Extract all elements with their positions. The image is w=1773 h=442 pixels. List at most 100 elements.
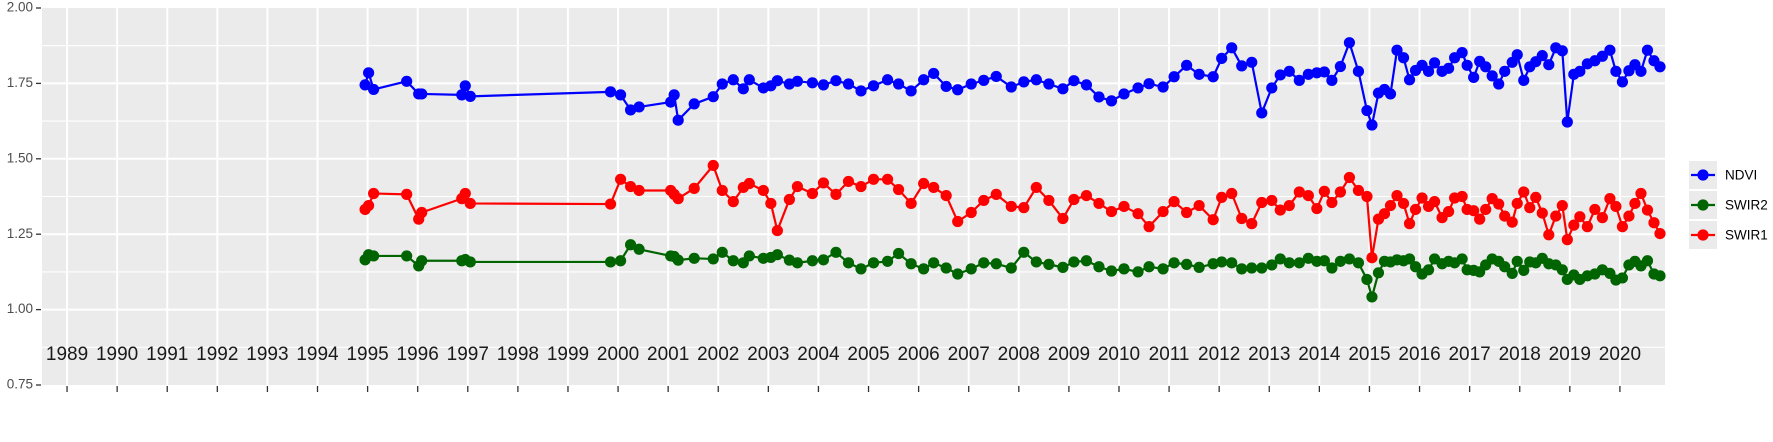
x-tick-label: 1992 (196, 344, 238, 365)
data-point (1610, 200, 1622, 213)
x-tick-label: 2002 (697, 344, 739, 365)
data-point (1443, 205, 1455, 218)
data-point (716, 246, 728, 258)
data-point (1361, 104, 1373, 117)
data-point (1443, 62, 1455, 74)
y-axis-labels: 2.00 1.75 1.50 1.25 1.00 0.75 (7, 0, 41, 392)
data-point (1274, 69, 1286, 81)
data-point (806, 77, 819, 89)
x-tick-label: 2012 (1198, 344, 1240, 365)
data-point (604, 198, 617, 210)
data-point (1105, 95, 1118, 107)
x-tick-label: 1998 (497, 344, 539, 365)
data-point (817, 79, 830, 91)
data-point (459, 80, 471, 92)
data-point (1132, 82, 1144, 94)
data-point (1311, 202, 1323, 215)
data-point (842, 175, 855, 188)
x-tick-label: 1993 (246, 344, 288, 365)
data-point (1318, 66, 1330, 78)
data-point (855, 180, 867, 193)
data-point (1266, 82, 1278, 94)
data-point (743, 250, 755, 262)
x-tick-label: 2001 (647, 344, 689, 365)
data-point (672, 254, 684, 266)
x-tick-label: 2014 (1298, 344, 1341, 365)
data-point (727, 196, 739, 208)
data-point (1302, 68, 1314, 80)
data-point (1343, 37, 1356, 49)
x-tick-label: 2013 (1248, 344, 1290, 365)
data-point (1246, 218, 1258, 230)
data-point (1372, 267, 1385, 279)
data-point (1493, 78, 1505, 90)
x-tick-label: 2008 (998, 344, 1040, 365)
x-tick-label: 1997 (447, 344, 489, 365)
data-point (918, 177, 930, 190)
data-point (614, 173, 627, 185)
data-point (1193, 261, 1205, 273)
data-point (855, 85, 867, 97)
data-point (416, 206, 428, 219)
data-point (1302, 252, 1314, 264)
data-point (1543, 59, 1555, 71)
data-point (737, 83, 749, 95)
data-point (892, 78, 905, 90)
data-point (1499, 210, 1511, 222)
data-point (464, 197, 476, 210)
data-point (1574, 211, 1586, 223)
data-point (1480, 61, 1492, 73)
data-point (771, 224, 783, 237)
data-point (359, 79, 371, 91)
data-point (716, 184, 728, 197)
data-point (1384, 199, 1397, 212)
data-point (1005, 81, 1017, 93)
data-point (1274, 204, 1286, 216)
data-point (1256, 107, 1268, 119)
data-point (363, 199, 375, 212)
data-point (1550, 210, 1562, 222)
legend-label[interactable]: SWIR2 (1725, 198, 1768, 213)
data-point (1005, 262, 1017, 274)
data-point (1005, 200, 1017, 213)
x-tick-label: 1994 (296, 344, 339, 365)
data-point (940, 190, 952, 202)
legend-key-marker (1697, 199, 1709, 211)
data-point (1326, 262, 1338, 274)
data-point (1274, 253, 1286, 265)
data-point (1216, 256, 1228, 268)
data-point (1318, 185, 1330, 197)
data-point (783, 193, 795, 206)
data-point (1168, 257, 1180, 269)
data-point (1216, 191, 1228, 203)
data-point (368, 83, 380, 96)
data-point (1043, 194, 1055, 207)
data-point (855, 263, 867, 275)
gridlines (42, 8, 1665, 385)
legend-label[interactable]: SWIR1 (1725, 228, 1768, 243)
data-point (707, 253, 719, 265)
data-point (1068, 256, 1080, 268)
y-tick-label: 1.50 (7, 150, 33, 165)
data-point (1506, 267, 1518, 280)
data-point (727, 74, 739, 86)
data-point (940, 80, 952, 93)
data-point (1574, 65, 1586, 77)
data-point (1403, 74, 1416, 86)
data-point (1378, 208, 1391, 220)
data-point (633, 184, 645, 197)
data-point (1080, 79, 1093, 91)
data-point (1589, 203, 1601, 216)
data-point (1132, 208, 1144, 220)
data-point (1118, 88, 1130, 100)
data-point (1326, 74, 1338, 86)
x-tick-label: 2010 (1098, 344, 1140, 365)
x-tick-label: 2004 (797, 344, 840, 365)
legend-label[interactable]: NDVI (1725, 168, 1757, 183)
data-point (1118, 200, 1130, 213)
data-point (459, 187, 471, 200)
data-point (952, 268, 964, 280)
data-point (1616, 221, 1629, 233)
data-point (867, 173, 880, 185)
data-point (464, 90, 476, 102)
